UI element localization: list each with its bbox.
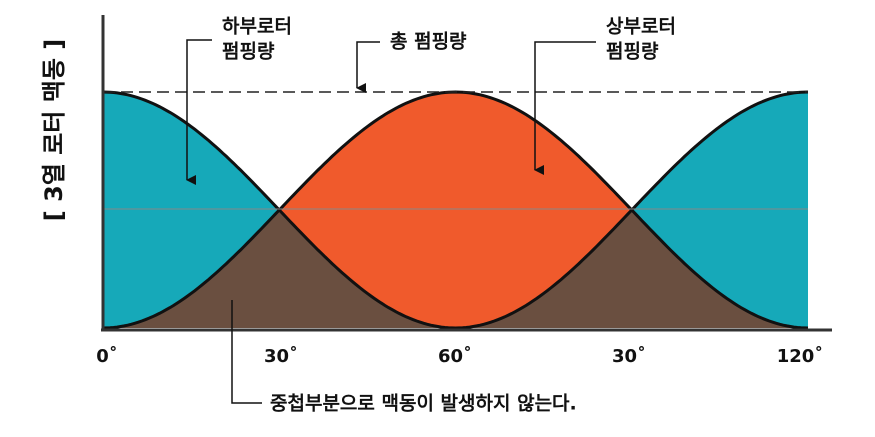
lower-rotor-curve: [102, 90, 809, 330]
callout-text: 펌핑량: [606, 41, 659, 63]
callout-text: 펌핑량: [222, 41, 275, 63]
x-label: 120˚: [777, 345, 824, 367]
callout-arrow: [356, 41, 380, 93]
x-label: 60˚: [438, 345, 472, 367]
callout-arrow: [186, 39, 212, 185]
callout-text: 상부로터: [606, 16, 676, 38]
x-label: 0˚: [96, 345, 118, 367]
x-label: 30˚: [612, 345, 646, 367]
callout-arrow: [534, 41, 596, 175]
overlap-area: [103, 210, 808, 328]
curves: [102, 90, 809, 330]
note: 중첩부분으로 맥동이 발생하지 않는다.: [270, 393, 577, 415]
note-leader: [231, 300, 262, 404]
callout-text: 총 펌핑량: [390, 31, 467, 53]
callout-text: 하부로터: [222, 16, 292, 38]
y-axis-label: [ 3열 로터 맥동 ]: [40, 39, 68, 221]
x-label: 30˚: [264, 345, 298, 367]
